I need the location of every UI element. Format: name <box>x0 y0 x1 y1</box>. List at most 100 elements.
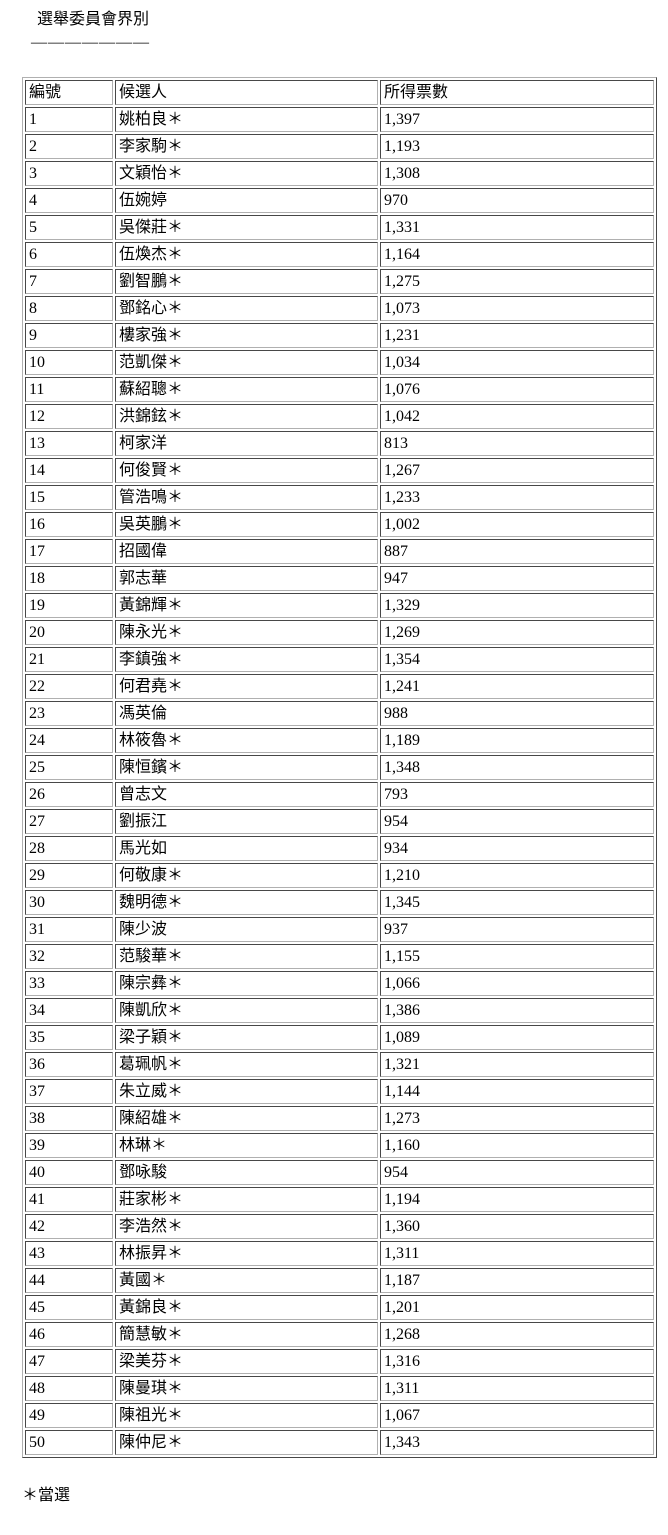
table-row: 31 陳少波 937 <box>25 917 654 942</box>
votes-cell: 1,164 <box>380 242 654 267</box>
table-row: 47 梁美芬＊ 1,316 <box>25 1349 654 1374</box>
row-number-cell: 6 <box>25 242 113 267</box>
table-row: 25 陳恒鑌＊ 1,348 <box>25 755 654 780</box>
votes-cell: 1,160 <box>380 1133 654 1158</box>
table-row: 40 鄧咏駿 954 <box>25 1160 654 1185</box>
votes-cell: 1,231 <box>380 323 654 348</box>
table-row: 15 管浩鳴＊ 1,233 <box>25 485 654 510</box>
table-row: 28 馬光如 934 <box>25 836 654 861</box>
row-number-cell: 23 <box>25 701 113 726</box>
row-number-cell: 38 <box>25 1106 113 1131</box>
table-row: 23 馮英倫 988 <box>25 701 654 726</box>
table-row: 49 陳祖光＊ 1,067 <box>25 1403 654 1428</box>
votes-cell: 1,321 <box>380 1052 654 1077</box>
table-row: 48 陳曼琪＊ 1,311 <box>25 1376 654 1401</box>
row-number-cell: 13 <box>25 431 113 456</box>
row-number-cell: 4 <box>25 188 113 213</box>
table-row: 8 鄧銘心＊ 1,073 <box>25 296 654 321</box>
candidate-name-cell: 黃錦良＊ <box>115 1295 378 1320</box>
row-number-cell: 8 <box>25 296 113 321</box>
votes-cell: 954 <box>380 1160 654 1185</box>
candidate-name-cell: 吳英鵬＊ <box>115 512 378 537</box>
votes-cell: 1,042 <box>380 404 654 429</box>
candidate-name-cell: 柯家洋 <box>115 431 378 456</box>
header-number: 編號 <box>25 80 113 105</box>
candidate-name-cell: 李家駒＊ <box>115 134 378 159</box>
votes-cell: 937 <box>380 917 654 942</box>
votes-cell: 954 <box>380 809 654 834</box>
votes-cell: 1,345 <box>380 890 654 915</box>
row-number-cell: 44 <box>25 1268 113 1293</box>
candidate-name-cell: 黃錦輝＊ <box>115 593 378 618</box>
table-row: 43 林振昇＊ 1,311 <box>25 1241 654 1266</box>
candidate-name-cell: 何俊賢＊ <box>115 458 378 483</box>
table-row: 34 陳凱欣＊ 1,386 <box>25 998 654 1023</box>
title-underline: ——————— <box>31 34 150 51</box>
candidate-name-cell: 陳宗彝＊ <box>115 971 378 996</box>
votes-cell: 1,089 <box>380 1025 654 1050</box>
row-number-cell: 29 <box>25 863 113 888</box>
candidate-name-cell: 陳少波 <box>115 917 378 942</box>
votes-cell: 1,067 <box>380 1403 654 1428</box>
table-row: 10 范凱傑＊ 1,034 <box>25 350 654 375</box>
votes-cell: 1,187 <box>380 1268 654 1293</box>
votes-cell: 1,311 <box>380 1376 654 1401</box>
table-row: 46 簡慧敏＊ 1,268 <box>25 1322 654 1347</box>
table-row: 39 林琳＊ 1,160 <box>25 1133 654 1158</box>
votes-cell: 1,002 <box>380 512 654 537</box>
candidate-name-cell: 管浩鳴＊ <box>115 485 378 510</box>
votes-cell: 813 <box>380 431 654 456</box>
row-number-cell: 1 <box>25 107 113 132</box>
table-row: 42 李浩然＊ 1,360 <box>25 1214 654 1239</box>
table-row: 20 陳永光＊ 1,269 <box>25 620 654 645</box>
row-number-cell: 20 <box>25 620 113 645</box>
votes-cell: 1,073 <box>380 296 654 321</box>
row-number-cell: 41 <box>25 1187 113 1212</box>
table-row: 22 何君堯＊ 1,241 <box>25 674 654 699</box>
candidate-name-cell: 朱立威＊ <box>115 1079 378 1104</box>
votes-cell: 1,267 <box>380 458 654 483</box>
row-number-cell: 14 <box>25 458 113 483</box>
table-row: 19 黃錦輝＊ 1,329 <box>25 593 654 618</box>
candidate-name-cell: 洪錦鉉＊ <box>115 404 378 429</box>
table-row: 12 洪錦鉉＊ 1,042 <box>25 404 654 429</box>
candidate-name-cell: 伍婉婷 <box>115 188 378 213</box>
row-number-cell: 9 <box>25 323 113 348</box>
elected-footnote: ＊當選 <box>22 1487 71 1504</box>
votes-cell: 934 <box>380 836 654 861</box>
candidate-name-cell: 招國偉 <box>115 539 378 564</box>
row-number-cell: 10 <box>25 350 113 375</box>
table-row: 4 伍婉婷 970 <box>25 188 654 213</box>
row-number-cell: 27 <box>25 809 113 834</box>
table-row: 37 朱立威＊ 1,144 <box>25 1079 654 1104</box>
results-table: 編號 候選人 所得票數 1 姚柏良＊ 1,397 2 李家駒＊ 1,193 3 文穎怡＊ 1,3… <box>22 77 657 1458</box>
candidate-name-cell: 何敬康＊ <box>115 863 378 888</box>
row-number-cell: 31 <box>25 917 113 942</box>
votes-cell: 1,308 <box>380 161 654 186</box>
header-votes: 所得票數 <box>380 80 654 105</box>
table-row: 38 陳紹雄＊ 1,273 <box>25 1106 654 1131</box>
row-number-cell: 2 <box>25 134 113 159</box>
votes-cell: 1,273 <box>380 1106 654 1131</box>
row-number-cell: 28 <box>25 836 113 861</box>
candidate-name-cell: 林振昇＊ <box>115 1241 378 1266</box>
row-number-cell: 46 <box>25 1322 113 1347</box>
votes-cell: 1,331 <box>380 215 654 240</box>
votes-cell: 793 <box>380 782 654 807</box>
candidate-name-cell: 郭志華 <box>115 566 378 591</box>
table-row: 6 伍煥杰＊ 1,164 <box>25 242 654 267</box>
votes-cell: 1,360 <box>380 1214 654 1239</box>
candidate-name-cell: 劉智鵬＊ <box>115 269 378 294</box>
candidate-name-cell: 李浩然＊ <box>115 1214 378 1239</box>
candidate-name-cell: 何君堯＊ <box>115 674 378 699</box>
row-number-cell: 39 <box>25 1133 113 1158</box>
votes-cell: 887 <box>380 539 654 564</box>
header-candidate: 候選人 <box>115 80 378 105</box>
table-row: 17 招國偉 887 <box>25 539 654 564</box>
votes-cell: 1,354 <box>380 647 654 672</box>
candidate-name-cell: 陳凱欣＊ <box>115 998 378 1023</box>
table-row: 45 黃錦良＊ 1,201 <box>25 1295 654 1320</box>
table-row: 21 李鎮強＊ 1,354 <box>25 647 654 672</box>
table-row: 13 柯家洋 813 <box>25 431 654 456</box>
